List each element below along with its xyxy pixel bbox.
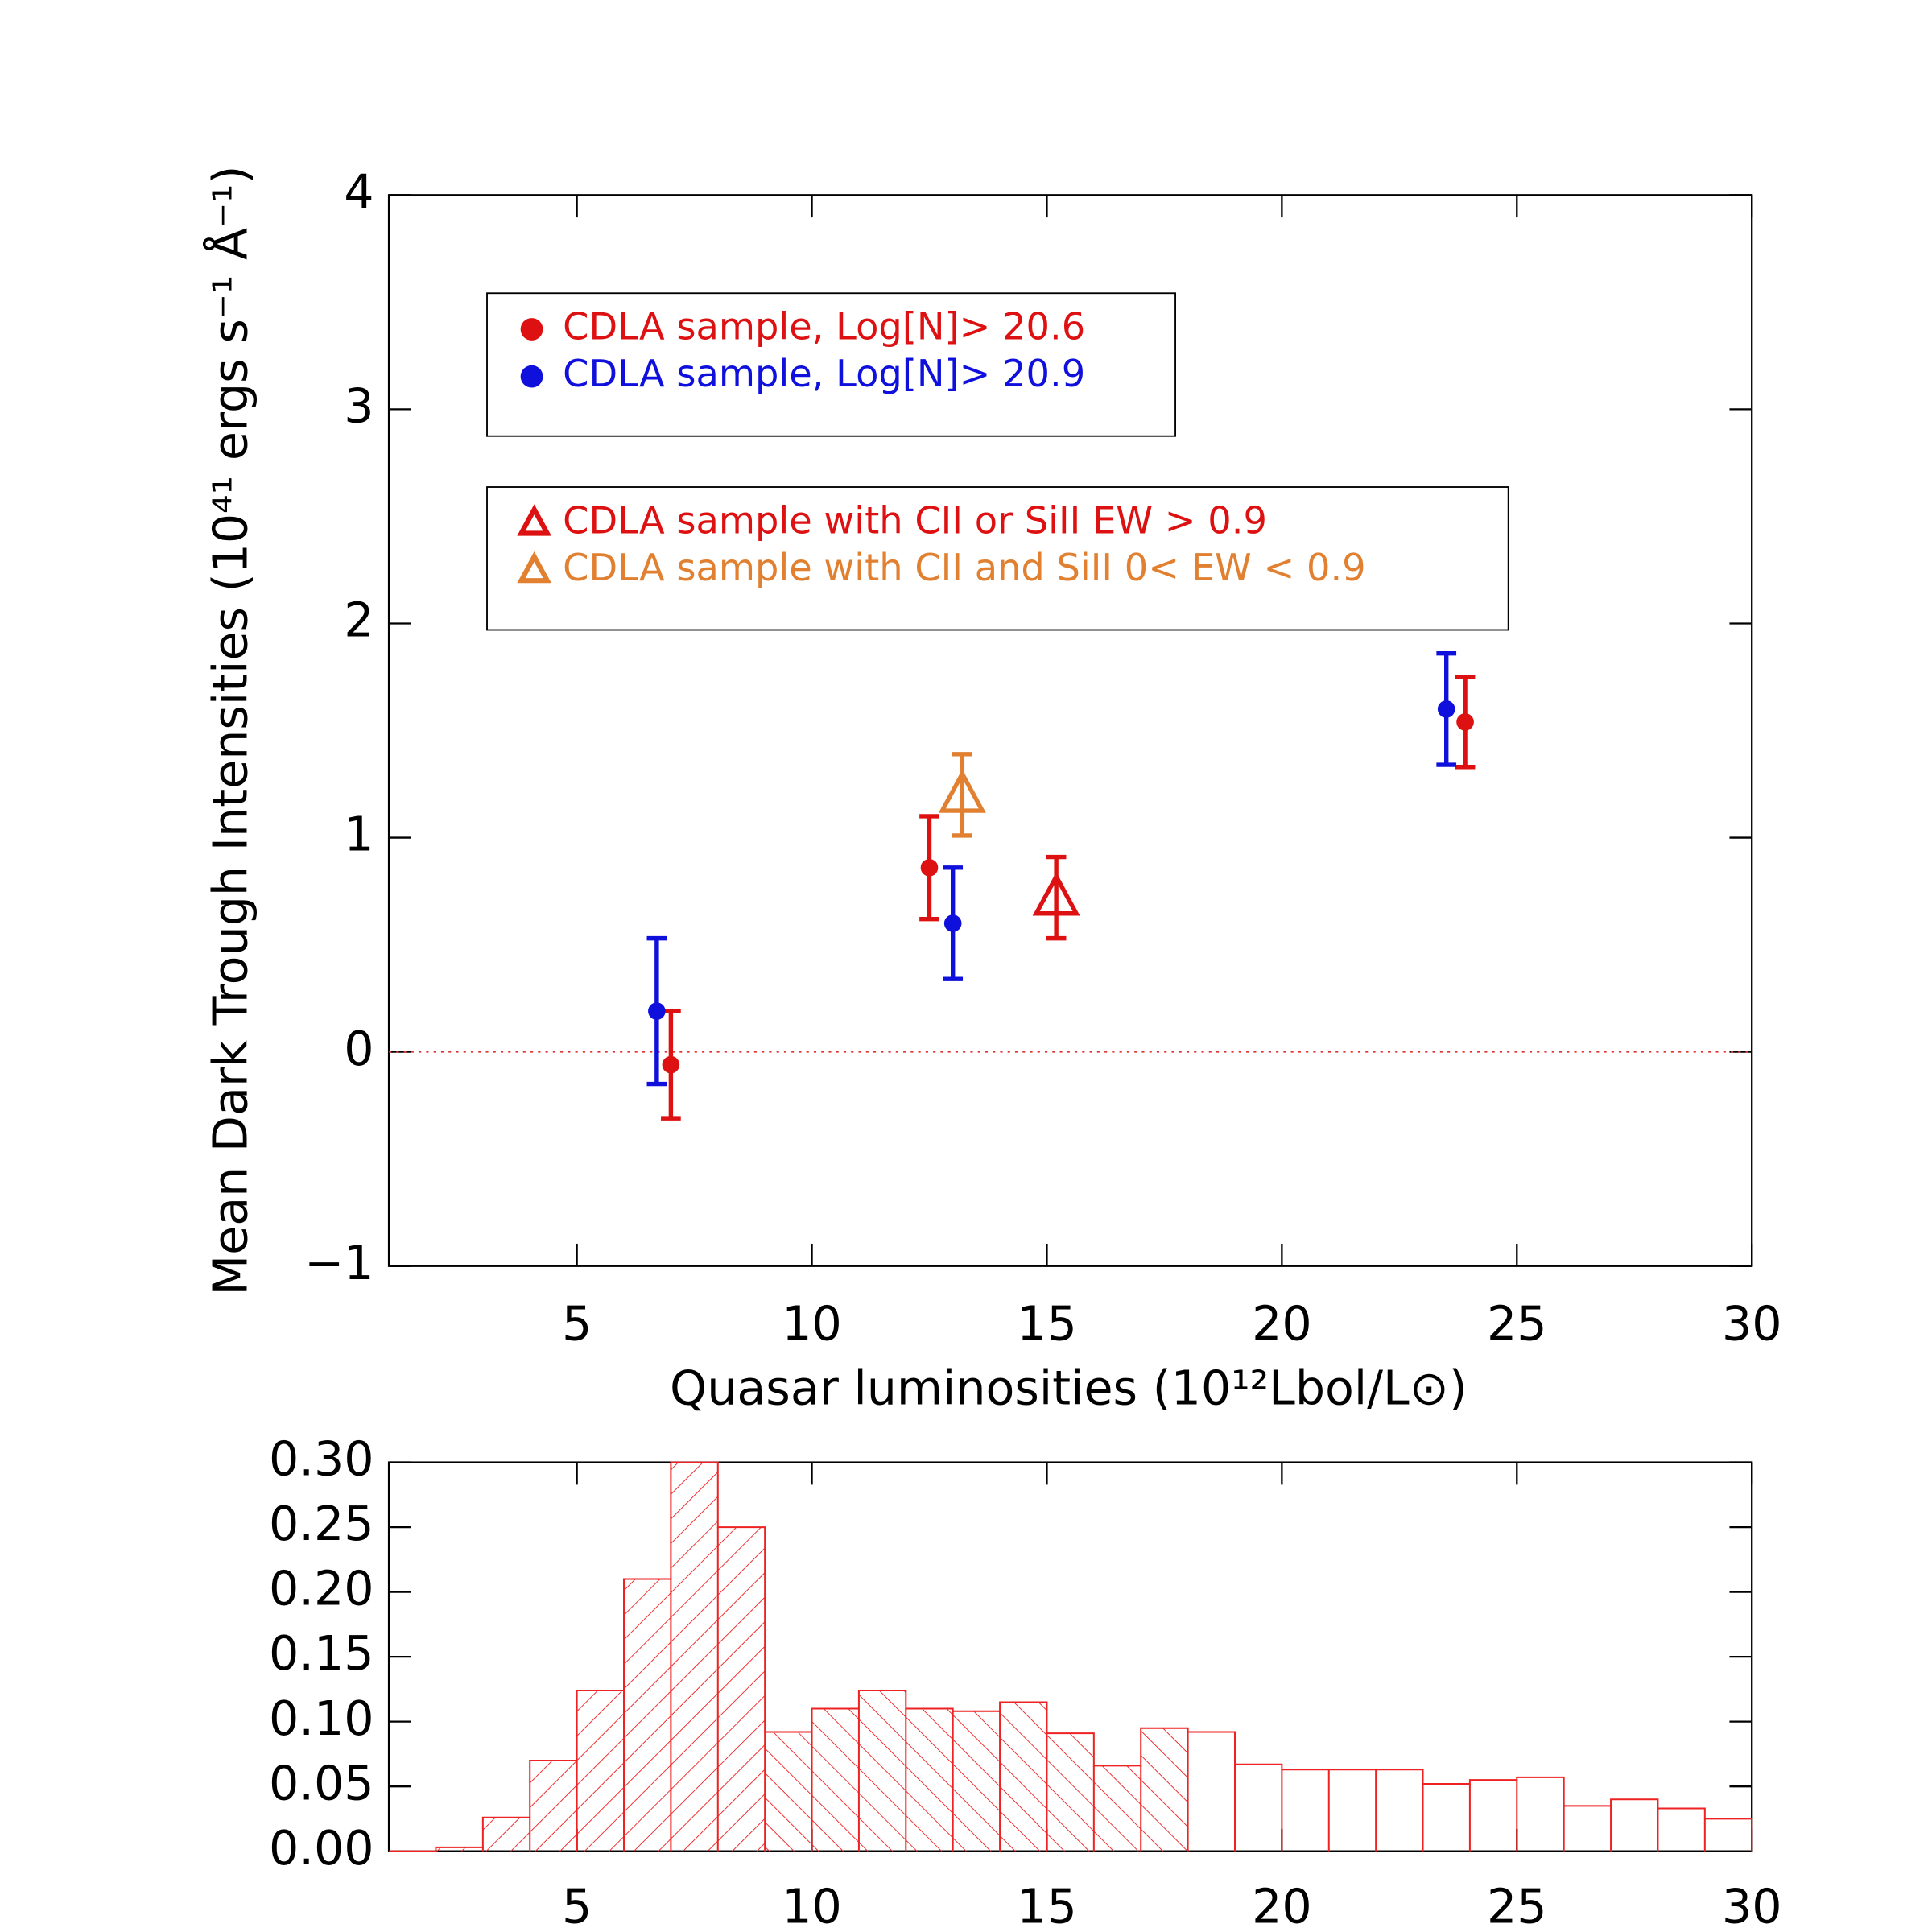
y-tick-label: 4 <box>344 164 374 219</box>
x-axis-label: Quasar luminosities (10¹²Lbol/L⊙) <box>670 1361 1468 1416</box>
point <box>938 769 986 813</box>
histogram-bar <box>1329 1769 1376 1851</box>
histogram-bar <box>952 1711 1001 1852</box>
legend-box <box>486 486 1509 631</box>
point <box>1032 872 1080 916</box>
y-tick-label: 0.10 <box>269 1691 374 1746</box>
y-tick-label: 0.05 <box>269 1756 374 1810</box>
y-tick-label: 2 <box>344 593 374 648</box>
x-tick-label: 25 <box>1487 1296 1547 1351</box>
histogram-bar <box>1235 1765 1282 1852</box>
histogram-bar <box>1141 1728 1188 1852</box>
x-tick-label: 30 <box>1722 1879 1782 1932</box>
histogram-bar <box>671 1462 718 1852</box>
y-tick-label: 0.30 <box>269 1432 374 1487</box>
legend-marker <box>520 318 543 341</box>
histogram-bar <box>1188 1732 1235 1852</box>
x-tick-label: 20 <box>1252 1879 1312 1932</box>
histogram-bar <box>530 1760 577 1852</box>
legend-label: CDLA sample, Log[N]> 20.9 <box>563 352 1085 395</box>
point <box>662 1055 680 1074</box>
y-tick-label: 3 <box>344 379 374 434</box>
histogram-bar <box>1423 1784 1470 1852</box>
x-tick-label: 20 <box>1252 1296 1312 1351</box>
x-tick-label: 10 <box>782 1879 842 1932</box>
histogram-bar <box>1000 1702 1047 1852</box>
legend-marker <box>517 504 551 536</box>
histogram-bar <box>1376 1769 1422 1851</box>
y-axis-label: Mean Dark Trough Intensities (10⁴¹ ergs … <box>202 166 258 1296</box>
legend-label: CDLA sample, Log[N]> 20.6 <box>563 305 1085 349</box>
histogram-bar <box>1282 1769 1328 1851</box>
histogram-bar <box>1564 1806 1611 1851</box>
y-tick-label: 0.00 <box>269 1821 374 1876</box>
point <box>1456 713 1474 731</box>
y-tick-label: −1 <box>304 1236 374 1290</box>
x-tick-label: 10 <box>782 1296 842 1351</box>
x-tick-label: 5 <box>562 1879 592 1932</box>
point <box>648 1002 666 1020</box>
point <box>1437 700 1455 718</box>
histogram-bar <box>765 1732 812 1852</box>
histogram-bar <box>436 1847 483 1852</box>
x-tick-label: 30 <box>1722 1296 1782 1351</box>
y-tick-label: 0 <box>344 1022 374 1076</box>
x-tick-label: 5 <box>562 1296 592 1351</box>
histogram-bar <box>624 1579 671 1852</box>
histogram-bar <box>1517 1777 1563 1852</box>
histogram-bar <box>717 1527 766 1852</box>
y-tick-label: 0.20 <box>269 1562 374 1616</box>
x-tick-label: 15 <box>1017 1879 1077 1932</box>
y-tick-label: 0.15 <box>269 1626 374 1681</box>
histogram-bar <box>811 1708 859 1852</box>
point <box>943 914 962 932</box>
legend-label: CDLA sample with CII or SiII EW > 0.9 <box>563 498 1267 542</box>
x-tick-label: 15 <box>1017 1296 1077 1351</box>
plot-frame <box>387 194 1753 1267</box>
legend-marker <box>520 365 543 388</box>
histogram-bar <box>1611 1799 1657 1851</box>
legend-marker <box>517 551 551 584</box>
legend-box <box>486 292 1176 437</box>
histogram-bar <box>1657 1809 1704 1852</box>
legend-label: CDLA sample with CII and SiII 0< EW < 0.… <box>563 546 1365 589</box>
y-tick-label: 1 <box>344 807 374 862</box>
histogram-bar <box>1705 1818 1752 1851</box>
histogram-bar <box>906 1708 953 1852</box>
histogram-bar <box>576 1690 625 1852</box>
y-tick-label: 0.25 <box>269 1496 374 1551</box>
point <box>920 859 939 877</box>
histogram-bar <box>1046 1733 1094 1852</box>
histogram-bar <box>1470 1780 1517 1852</box>
histogram-bar <box>1093 1765 1141 1852</box>
histogram-bar <box>482 1817 530 1852</box>
x-tick-label: 25 <box>1487 1879 1547 1932</box>
histogram-bar <box>858 1690 906 1852</box>
